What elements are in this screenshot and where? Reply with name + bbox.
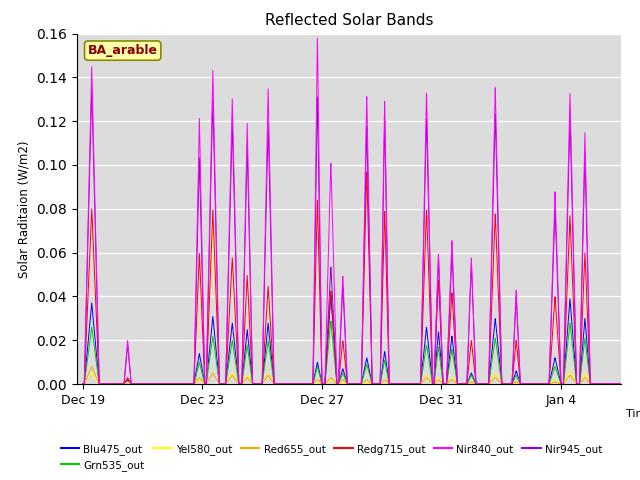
Red655_out	[566, 372, 573, 378]
Line: Redg715_out: Redg715_out	[83, 172, 621, 384]
Nir840_out	[194, 179, 202, 185]
Line: Yel580_out: Yel580_out	[83, 221, 621, 384]
Nir945_out	[566, 120, 573, 126]
Yel580_out	[414, 381, 422, 387]
Blu475_out	[617, 381, 625, 387]
Yel580_out	[79, 381, 86, 387]
Nir840_out	[566, 97, 573, 103]
Yel580_out	[229, 372, 237, 377]
Nir945_out	[414, 381, 422, 387]
Nir840_out	[229, 129, 237, 134]
Nir945_out	[617, 381, 625, 387]
Y-axis label: Solar Raditaion (W/m2): Solar Raditaion (W/m2)	[18, 140, 31, 277]
Blu475_out	[617, 381, 625, 387]
Nir840_out	[314, 36, 321, 42]
Yel580_out	[194, 378, 202, 384]
Blu475_out	[327, 292, 335, 298]
Red655_out	[404, 381, 412, 387]
Nir945_out	[229, 156, 237, 162]
Redg715_out	[194, 282, 202, 288]
Text: BA_arable: BA_arable	[88, 44, 157, 57]
Grn535_out	[404, 381, 412, 387]
Redg715_out	[229, 269, 237, 275]
Blu475_out	[229, 327, 237, 333]
Line: Red655_out: Red655_out	[83, 367, 621, 384]
Yel580_out	[566, 368, 573, 374]
Nir945_out	[79, 381, 86, 387]
Yel580_out	[209, 218, 217, 224]
Red655_out	[229, 373, 237, 379]
Blu475_out	[414, 381, 422, 387]
Text: Time: Time	[626, 408, 640, 419]
Redg715_out	[363, 169, 371, 175]
Red655_out	[79, 381, 86, 387]
Line: Nir945_out: Nir945_out	[83, 88, 621, 384]
Grn535_out	[414, 381, 422, 387]
Nir840_out	[617, 381, 625, 387]
Nir840_out	[404, 381, 412, 387]
Grn535_out	[617, 381, 625, 387]
Red655_out	[617, 381, 625, 387]
Redg715_out	[404, 381, 412, 387]
Yel580_out	[617, 381, 625, 387]
Red655_out	[88, 364, 95, 370]
Nir945_out	[617, 381, 625, 387]
Grn535_out	[229, 343, 237, 348]
Blu475_out	[79, 381, 86, 387]
Nir840_out	[79, 381, 86, 387]
Nir945_out	[88, 85, 95, 91]
Line: Grn535_out: Grn535_out	[83, 321, 621, 384]
Yel580_out	[404, 381, 412, 387]
Line: Blu475_out: Blu475_out	[83, 295, 621, 384]
Redg715_out	[79, 381, 86, 387]
Nir945_out	[195, 203, 202, 208]
Redg715_out	[617, 381, 625, 387]
Line: Nir840_out: Nir840_out	[83, 39, 621, 384]
Redg715_out	[617, 381, 625, 387]
Grn535_out	[617, 381, 625, 387]
Red655_out	[617, 381, 625, 387]
Legend: Blu475_out, Grn535_out, Yel580_out, Red655_out, Redg715_out, Nir840_out, Nir945_: Blu475_out, Grn535_out, Yel580_out, Red6…	[56, 439, 607, 475]
Yel580_out	[617, 381, 625, 387]
Redg715_out	[414, 381, 422, 387]
Nir840_out	[414, 381, 422, 387]
Grn535_out	[327, 318, 335, 324]
Grn535_out	[79, 381, 86, 387]
Nir840_out	[617, 381, 625, 387]
Redg715_out	[566, 216, 573, 222]
Blu475_out	[404, 381, 412, 387]
Red655_out	[195, 376, 202, 382]
Blu475_out	[566, 298, 573, 303]
Grn535_out	[194, 365, 202, 371]
Red655_out	[414, 381, 422, 387]
Grn535_out	[566, 321, 573, 327]
Title: Reflected Solar Bands: Reflected Solar Bands	[264, 13, 433, 28]
Blu475_out	[194, 358, 202, 364]
Nir945_out	[404, 381, 412, 387]
